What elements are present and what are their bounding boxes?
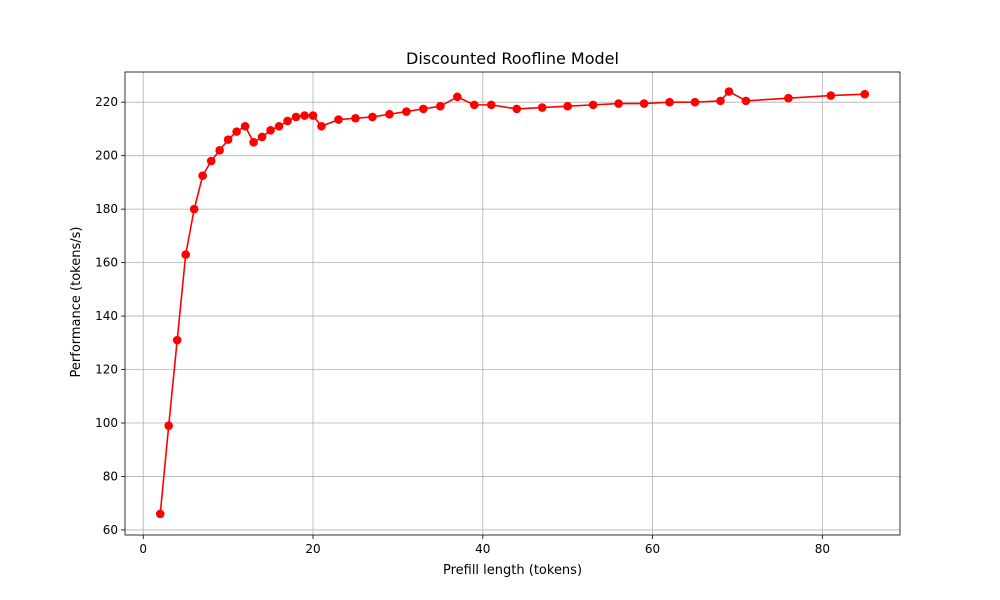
y-tick-label: 120 (95, 363, 118, 377)
data-point (860, 89, 870, 99)
x-axis-label: Prefill length (tokens) (443, 563, 582, 578)
data-point (206, 156, 216, 166)
data-point (215, 146, 224, 155)
data-point (351, 113, 360, 123)
y-tick-label: 60 (103, 523, 118, 537)
data-point (240, 121, 250, 131)
data-point (308, 111, 318, 120)
data-point (385, 109, 394, 119)
data-point (563, 101, 572, 111)
data-point (665, 97, 674, 107)
y-tick-label: 180 (95, 202, 118, 216)
data-point (690, 97, 700, 107)
chart-title: Discounted Roofline Model (406, 49, 619, 68)
data-point (588, 100, 598, 110)
data-point (223, 135, 233, 144)
series (155, 87, 870, 519)
y-tick-label: 160 (95, 256, 118, 270)
data-point (453, 92, 462, 102)
x-tick-label: 0 (139, 542, 147, 556)
data-point (639, 99, 649, 108)
data-point (512, 104, 522, 114)
x-tick-label: 60 (645, 542, 660, 556)
data-point (402, 107, 411, 116)
y-axis-label: Performance (tokens/s) (69, 227, 84, 378)
x-tick-label: 40 (475, 542, 490, 556)
plot-frame (124, 71, 901, 536)
data-point (614, 99, 623, 108)
y-tick-label: 80 (103, 469, 118, 483)
series-line (159, 90, 865, 514)
data-point (741, 96, 751, 106)
data-point (537, 103, 547, 112)
data-point (172, 335, 182, 345)
data-point (189, 204, 199, 214)
data-point (300, 111, 309, 120)
data-point (436, 101, 445, 111)
data-point (334, 115, 343, 124)
data-point (266, 125, 275, 135)
y-tick-label: 100 (95, 416, 118, 430)
data-point (826, 91, 836, 100)
data-point (368, 112, 377, 122)
data-point (784, 93, 793, 103)
grid (125, 72, 900, 535)
x-tick-label: 80 (815, 542, 830, 556)
data-point (716, 96, 725, 106)
data-point (283, 116, 292, 126)
y-axis-ticks: 60 80 100 120 140 160 180 200 220 (95, 95, 125, 537)
data-point (232, 127, 241, 136)
data-point (257, 132, 267, 142)
y-tick-label: 140 (95, 309, 118, 323)
x-axis-ticks: 0 20 40 60 80 (139, 535, 830, 556)
data-point (291, 112, 301, 122)
x-tick-label: 20 (305, 542, 320, 556)
y-tick-label: 220 (95, 95, 118, 109)
data-point (198, 171, 207, 181)
data-point (164, 421, 174, 430)
data-point (155, 509, 165, 519)
data-point (486, 100, 496, 110)
data-point (249, 138, 258, 147)
data-point (181, 250, 190, 259)
data-point (317, 121, 326, 131)
y-tick-label: 200 (95, 149, 118, 163)
data-point (419, 104, 428, 114)
data-point (274, 121, 284, 131)
data-point (724, 87, 734, 96)
data-point (470, 100, 479, 110)
